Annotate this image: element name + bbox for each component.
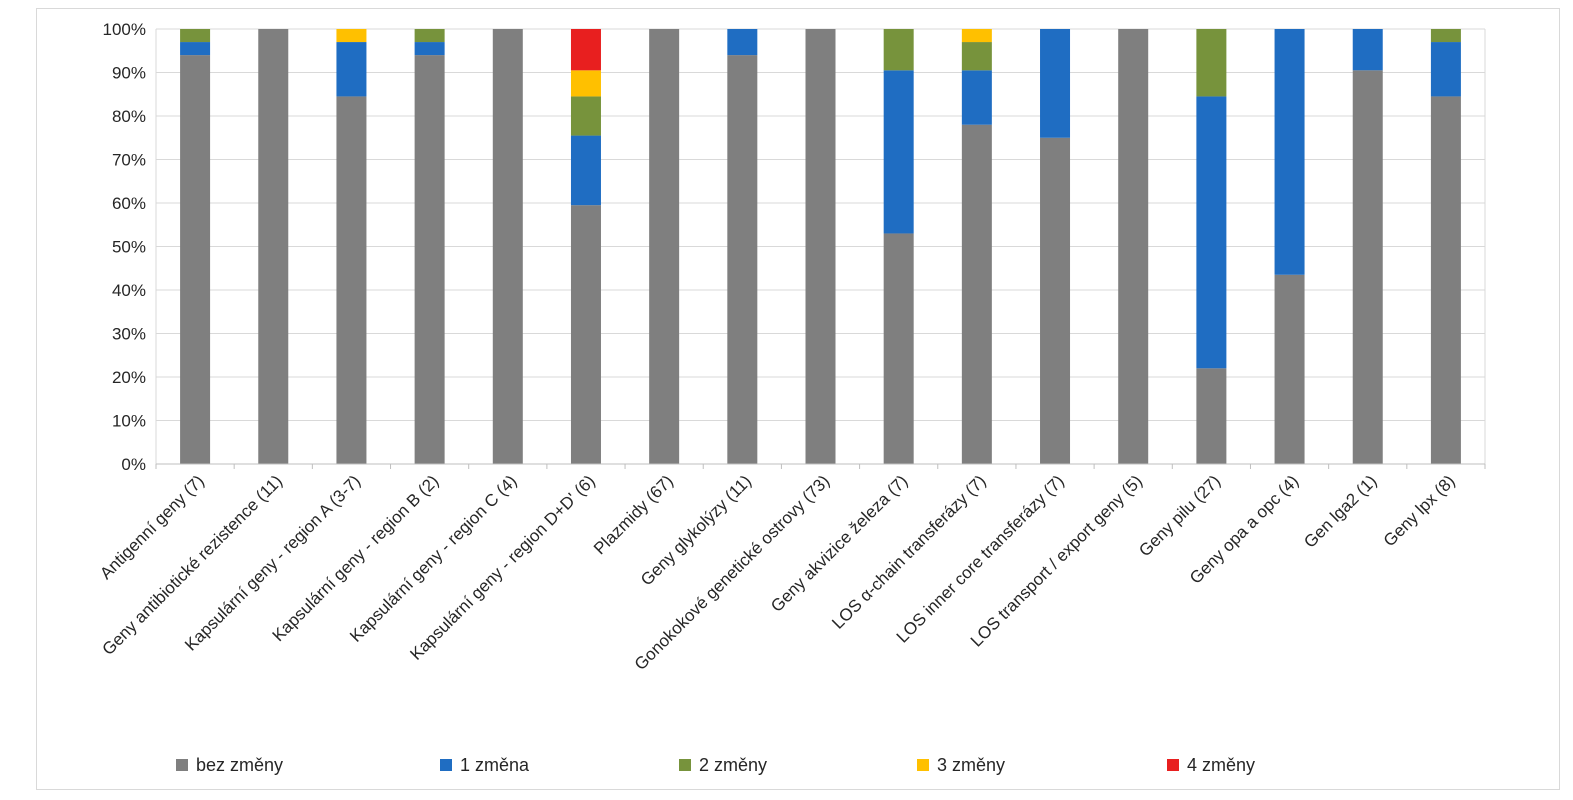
- legend-swatch: [440, 759, 452, 771]
- y-tick-label: 60%: [112, 194, 146, 213]
- legend-swatch: [1167, 759, 1179, 771]
- legend-label: 3 změny: [937, 755, 1005, 775]
- bar-segment: [961, 70, 992, 125]
- y-axis: 0% 10% 20% 30% 40% 50% 60% 70% 80% 90% 100%: [103, 20, 146, 474]
- x-tick-label: Plazmidy (67): [590, 471, 677, 558]
- bar-segment: [414, 42, 445, 56]
- legend-label: 4 změny: [1187, 755, 1255, 775]
- bar-segment: [570, 135, 601, 206]
- x-axis: Antigenní geny (7)Geny antibiotické rezi…: [96, 463, 1486, 674]
- legend-item: 2 změny: [679, 755, 767, 775]
- chart-frame: 0% 10% 20% 30% 40% 50% 60% 70% 80% 90% 100% Antige…: [36, 8, 1560, 790]
- bar-segment: [570, 96, 601, 136]
- bar-segment: [727, 29, 758, 56]
- bar-segment: [1196, 368, 1227, 464]
- x-tick-label: LOS transport / export geny (5): [967, 471, 1146, 650]
- legend-swatch: [917, 759, 929, 771]
- bar-segment: [1040, 137, 1071, 464]
- x-tick-label: Geny lpx (8): [1380, 471, 1459, 550]
- legend-swatch: [679, 759, 691, 771]
- bar-segment: [1430, 42, 1461, 97]
- x-tick-label: LOS α-chain transferázy (7): [828, 471, 989, 632]
- legend-label: 2 změny: [699, 755, 767, 775]
- bar-segment: [961, 124, 992, 464]
- legend-item: 4 změny: [1167, 755, 1255, 775]
- bar-segment: [883, 233, 914, 464]
- bar-segment: [649, 29, 680, 464]
- bar-segment: [258, 29, 289, 464]
- y-tick-label: 0%: [121, 455, 146, 474]
- bar-segment: [414, 29, 445, 43]
- bar-segment: [1196, 96, 1227, 369]
- bar-segment: [1118, 29, 1149, 464]
- bar-segment: [492, 29, 523, 464]
- legend-label: 1 změna: [460, 755, 530, 775]
- bar-segment: [1196, 29, 1227, 97]
- y-tick-label: 90%: [112, 64, 146, 83]
- legend-item: 1 změna: [440, 755, 530, 775]
- bar-segment: [180, 42, 211, 56]
- y-tick-label: 10%: [112, 412, 146, 431]
- bar-segment: [570, 29, 601, 71]
- bar-segment: [180, 29, 211, 43]
- bar-segment: [883, 70, 914, 234]
- bar-segment: [883, 29, 914, 71]
- bars: [180, 29, 1461, 465]
- legend: bez změny 1 změna 2 změny 3 změny 4 změny: [176, 755, 1255, 775]
- x-tick-label: Kapsulární geny - region B (2): [269, 471, 443, 645]
- bar-segment: [1430, 96, 1461, 465]
- bar-segment: [336, 96, 367, 465]
- y-tick-label: 80%: [112, 107, 146, 126]
- legend-item: bez změny: [176, 755, 283, 775]
- bar-segment: [180, 55, 211, 464]
- y-tick-label: 20%: [112, 368, 146, 387]
- stacked-bar-chart: 0% 10% 20% 30% 40% 50% 60% 70% 80% 90% 100% Antige…: [96, 20, 1486, 775]
- bar-segment: [1274, 29, 1305, 275]
- bar-segment: [1430, 29, 1461, 43]
- x-tick-label: Geny pilu (27): [1135, 471, 1224, 560]
- x-tick-label: Geny akvizice železa (7): [767, 471, 911, 615]
- bar-segment: [1352, 29, 1383, 71]
- bar-segment: [336, 29, 367, 43]
- y-tick-label: 100%: [103, 20, 146, 39]
- bar-segment: [1274, 274, 1305, 464]
- y-tick-label: 30%: [112, 325, 146, 344]
- bar-segment: [570, 70, 601, 97]
- legend-item: 3 změny: [917, 755, 1005, 775]
- bar-segment: [1040, 29, 1071, 138]
- legend-swatch: [176, 759, 188, 771]
- bar-segment: [414, 55, 445, 464]
- bar-segment: [570, 205, 601, 465]
- bar-segment: [805, 29, 836, 464]
- bar-segment: [961, 29, 992, 43]
- x-tick-label: Gen lga2 (1): [1300, 471, 1380, 551]
- legend-label: bez změny: [196, 755, 283, 775]
- y-tick-label: 40%: [112, 281, 146, 300]
- y-tick-label: 70%: [112, 151, 146, 170]
- bar-segment: [336, 42, 367, 97]
- y-tick-label: 50%: [112, 238, 146, 257]
- bar-segment: [727, 55, 758, 464]
- x-tick-label: LOS inner core transferázy (7): [893, 471, 1068, 646]
- bar-segment: [961, 42, 992, 71]
- x-tick-label: Kapsulární geny - region C (4): [346, 471, 520, 645]
- bar-segment: [1352, 70, 1383, 464]
